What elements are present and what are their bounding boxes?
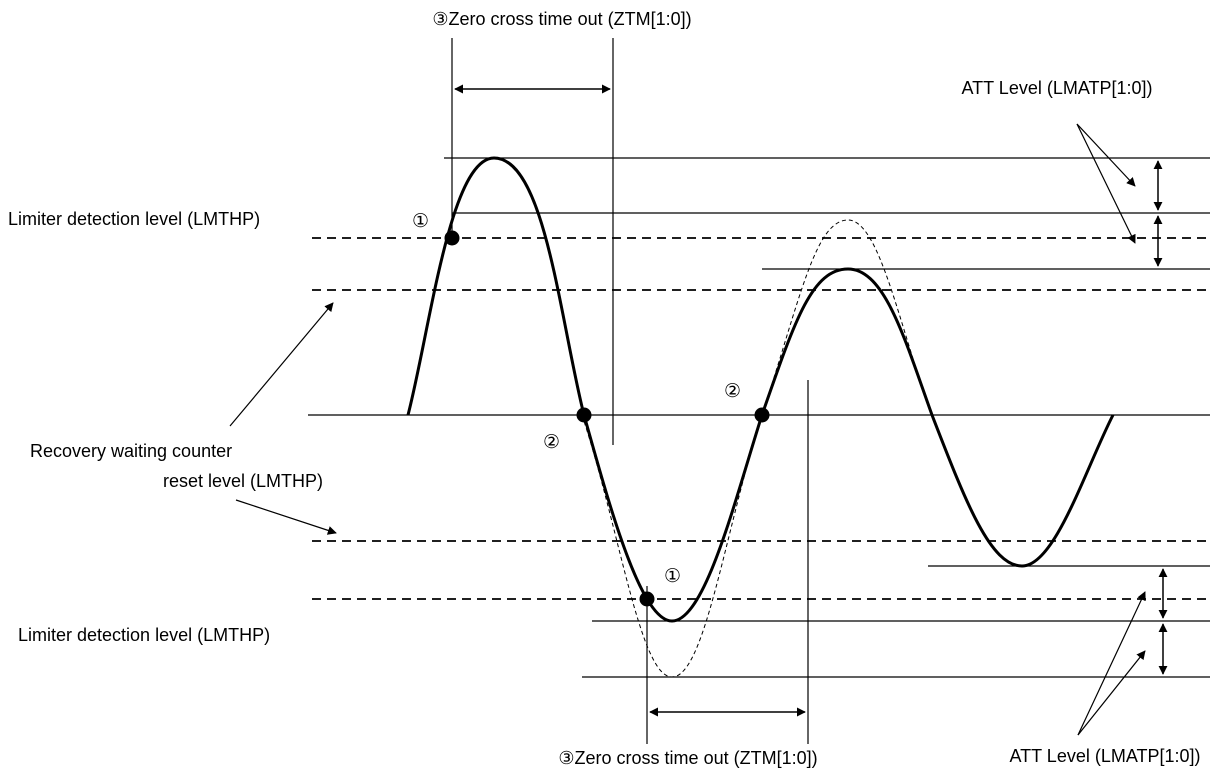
zero-cross-dot-left <box>576 407 592 423</box>
recovery-label-line1: Recovery waiting counter <box>30 441 232 461</box>
callout-arrows <box>229 123 1146 736</box>
att-level-label-top: ATT Level (LMATP[1:0]) <box>961 78 1152 98</box>
limiter-detect-dot-bottom <box>639 591 655 607</box>
recovery-pointer-down <box>235 499 337 535</box>
recovery-pointer-up <box>229 302 334 427</box>
event-dots <box>444 230 770 607</box>
timing-lines <box>451 38 809 744</box>
att-top-pointer-2 <box>1076 123 1136 244</box>
zero-cross-timeout-label-top: ③Zero cross time out (ZTM[1:0]) <box>432 9 691 29</box>
marker-1-top: ① <box>412 210 429 232</box>
marker-2-right: ② <box>724 380 741 402</box>
zero-cross-dot-right <box>754 407 770 423</box>
zero-cross-timeout-label-bottom: ③Zero cross time out (ZTM[1:0]) <box>558 748 817 768</box>
att-bottom-pointer-2 <box>1077 650 1146 736</box>
limiter-detection-label-top: Limiter detection level (LMTHP) <box>8 209 260 229</box>
recovery-label-line2: reset level (LMTHP) <box>163 471 323 491</box>
att-level-arrows <box>1153 160 1168 675</box>
att-bottom-pointer-1 <box>1077 591 1146 736</box>
limited-waveform <box>406 156 1115 623</box>
limiter-detect-dot-top <box>444 230 460 246</box>
att-level-label-bottom: ATT Level (LMATP[1:0]) <box>1009 746 1200 766</box>
limiter-detection-label-bottom: Limiter detection level (LMTHP) <box>18 625 270 645</box>
marker-1-bottom: ① <box>664 565 681 587</box>
att-top-pointer-1 <box>1076 123 1136 187</box>
reference-lines <box>308 157 1210 678</box>
marker-2-left: ② <box>543 431 560 453</box>
